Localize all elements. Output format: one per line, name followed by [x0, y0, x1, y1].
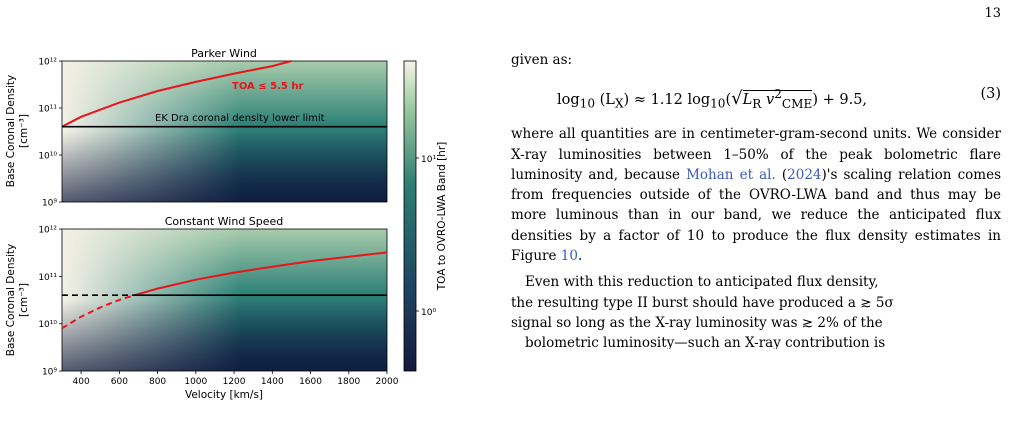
top-ytick-label-0: 10⁹: [42, 199, 57, 209]
axes-frame-bottom: [61, 228, 388, 372]
bottom-series-line-1: [134, 251, 388, 297]
panel-parker-wind: Parker Wind TOA ≤ 5.5 hr EK Dra coronal …: [38, 47, 388, 209]
bottom-series-line-0: [61, 294, 135, 330]
figure-toa-heatmaps: Parker Wind TOA ≤ 5.5 hr EK Dra coronal …: [0, 0, 480, 427]
colorbar-label: TOA to OVRO-LWA Band [hr]: [436, 142, 448, 291]
xtick-label-4: 1200: [223, 377, 246, 387]
x-axis-label: Velocity [km/s]: [185, 389, 263, 401]
bottom-lines: [61, 251, 388, 330]
ylabel-top-line1: Base Coronal Density: [5, 75, 17, 187]
paragraph-1: where all quantities are in centimeter-g…: [511, 126, 1002, 265]
heatmap-top-dark: [62, 61, 387, 202]
equation-number: (3): [980, 86, 1001, 103]
axes-frame-top: [61, 60, 388, 203]
xtick-label-6: 1600: [299, 377, 322, 387]
citation-year[interactable]: 2024: [787, 166, 822, 183]
bottom-yticks: 10⁹ 10¹⁰ 10¹¹ 10¹²: [38, 226, 62, 378]
bottom-ytick-label-3: 10¹²: [38, 226, 57, 236]
panel-title-top: Parker Wind: [191, 47, 257, 60]
colorbar-gradient: [403, 60, 417, 372]
xtick-label-1: 600: [111, 377, 128, 387]
equation-body: log10 (LX) ≈ 1.12 log10(√LR v2CME) + 9.5…: [557, 87, 868, 112]
bottom-ytick-label-0: 10⁹: [42, 368, 57, 378]
top-lines: [61, 60, 387, 128]
ylabel-bottom-line1: Base Coronal Density: [5, 244, 17, 356]
colorbar: 10¹ 10⁰ TOA to OVRO-LWA Band [hr]: [403, 60, 448, 372]
figure-svg: Parker Wind TOA ≤ 5.5 hr EK Dra coronal …: [5, 47, 448, 401]
heatmap-bottom-dark: [62, 229, 387, 371]
top-ytick-label-2: 10¹¹: [38, 105, 57, 115]
xtick-label-8: 2000: [376, 377, 399, 387]
bottom-ytick-label-2: 10¹¹: [38, 273, 57, 283]
xtick-label-5: 1400: [261, 377, 284, 387]
equation-3: log10 (LX) ≈ 1.12 log10(√LR v2CME) + 9.5…: [511, 74, 1001, 116]
intro-text: given as:: [511, 52, 573, 68]
colorbar-tick-10-1: 10¹: [421, 155, 436, 165]
figure-reference[interactable]: 10: [560, 248, 578, 265]
panel-title-bottom: Constant Wind Speed: [165, 215, 284, 228]
top-ytick-label-1: 10¹⁰: [38, 152, 57, 162]
bottom-ytick-label-1: 10¹⁰: [38, 320, 57, 330]
ylabel-top-line2: [cm⁻³]: [18, 114, 30, 148]
xtick-label-0: 400: [73, 377, 90, 387]
ek-dra-label: EK Dra coronal density lower limit: [155, 113, 325, 124]
ylabel-bottom-line2: [cm⁻³]: [18, 283, 30, 317]
colorbar-tick-10-0: 10⁰: [421, 308, 436, 318]
paragraph-2: Even with this reduction to anticipated …: [511, 274, 894, 350]
text-column: given as: log10 (LX) ≈ 1.12 log10(√LR v2…: [511, 50, 1001, 356]
panel-constant-wind: Constant Wind Speed 10⁹ 10¹⁰ 10¹¹ 10¹² 400 6…: [38, 215, 398, 401]
y-axis-label-bottom: Base Coronal Density [cm⁻³]: [5, 244, 30, 356]
top-ytick-label-3: 10¹²: [38, 58, 57, 68]
xtick-label-2: 800: [149, 377, 166, 387]
xtick-label-3: 1000: [184, 377, 207, 387]
y-axis-label-top: Base Coronal Density [cm⁻³]: [5, 75, 30, 187]
citation-mohan[interactable]: Mohan et al.: [686, 166, 776, 183]
page-number: 13: [984, 6, 1001, 21]
top-yticks: 10⁹ 10¹⁰ 10¹¹ 10¹²: [38, 58, 62, 209]
toa-annotation: TOA ≤ 5.5 hr: [232, 81, 303, 92]
bottom-xticks: 400 600 800 1000 1200 1400 1600 1800 2000: [73, 371, 399, 387]
xtick-label-7: 1800: [337, 377, 360, 387]
top-series-line-0: [61, 60, 292, 128]
